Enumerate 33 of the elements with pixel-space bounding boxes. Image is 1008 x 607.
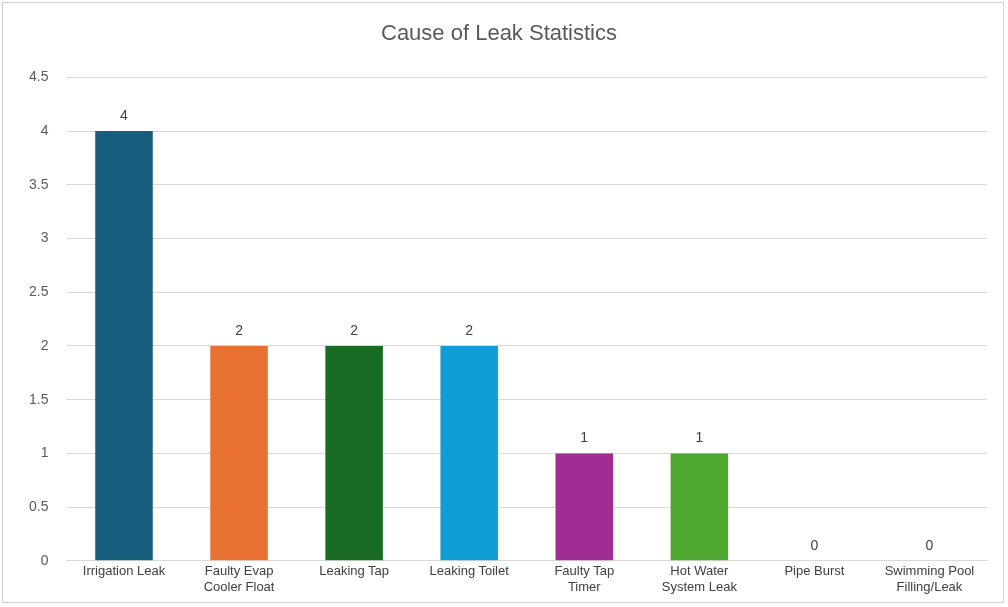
data-label: 0: [810, 536, 819, 553]
data-label: 1: [580, 429, 589, 446]
data-label: 2: [235, 321, 244, 338]
y-tick-label: 1: [40, 444, 49, 461]
x-tick-label: Pipe Burst: [784, 563, 845, 579]
y-tick-label: 4: [40, 121, 49, 138]
bar: [555, 453, 614, 561]
y-tick-label: 2: [40, 336, 49, 353]
data-label: 1: [695, 429, 704, 446]
bar: [670, 453, 729, 561]
data-label: 0: [925, 536, 934, 553]
y-tick-label: 3.5: [28, 175, 49, 192]
bar: [210, 345, 268, 561]
x-tick-label: Leaking Toilet: [429, 563, 510, 579]
data-label: 2: [465, 321, 474, 338]
x-tick-label: Hot Water System Leak: [661, 563, 738, 594]
bar: [95, 131, 153, 561]
y-tick-label: 2.5: [28, 283, 49, 300]
y-tick-label: 0.5: [28, 497, 49, 514]
y-tick-label: 0: [40, 551, 49, 568]
y-tick-label: 1.5: [28, 390, 49, 407]
y-tick-label: 4.5: [28, 68, 49, 85]
x-tick-label: Faulty Evap Cooler Float: [203, 563, 275, 594]
y-tick-label: 3: [40, 229, 49, 246]
chart-title: Cause of Leak Statistics: [380, 20, 618, 46]
data-label: 2: [350, 321, 359, 338]
x-tick-label: Swimming Pool Filling/Leak: [884, 563, 975, 594]
x-tick-label: Leaking Tap: [319, 563, 390, 579]
bar: [440, 345, 498, 561]
x-tick-label: Faulty Tap Timer: [554, 563, 615, 594]
bar: [325, 345, 383, 561]
data-label: 4: [120, 106, 129, 123]
x-tick-label: Irrigation Leak: [82, 563, 166, 579]
